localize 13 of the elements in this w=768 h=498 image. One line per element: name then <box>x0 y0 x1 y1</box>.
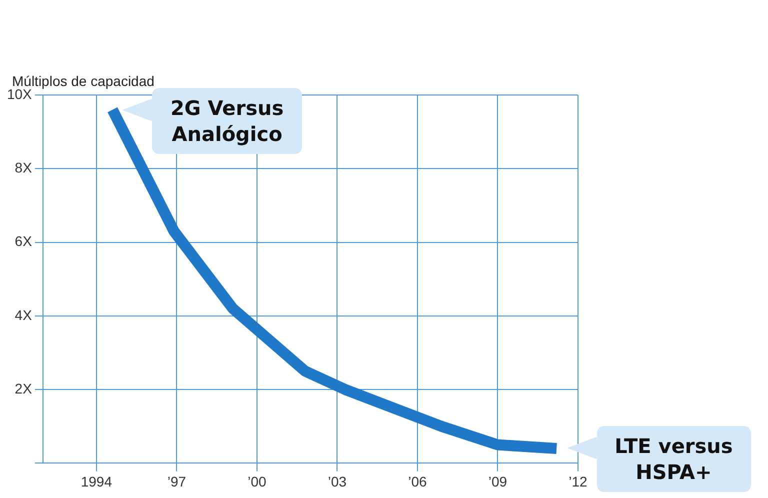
y-tick-label: 2X <box>14 380 33 396</box>
y-tick-label: 4X <box>14 306 33 323</box>
x-tick-label: ’03 <box>328 473 347 490</box>
x-tick-label: ’09 <box>488 473 508 490</box>
y-tick-label: 6X <box>14 233 33 250</box>
annotation: LTE versus HSPA+ <box>596 426 751 492</box>
x-tick-label: ’97 <box>167 473 186 490</box>
x-tick-label: 1994 <box>80 473 112 490</box>
y-tick-label: 8X <box>14 160 33 176</box>
x-tick-label: ’00 <box>248 473 266 490</box>
annotation: 2G Versus Analógico <box>152 88 302 154</box>
x-tick-label: ’06 <box>408 473 428 490</box>
x-tick-label: ’12 <box>568 473 588 490</box>
